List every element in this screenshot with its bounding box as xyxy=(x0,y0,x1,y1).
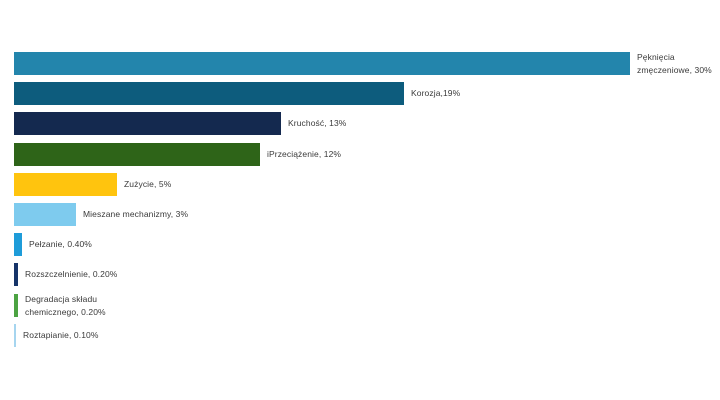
label-line: iPrzeciążenie, 12% xyxy=(267,149,342,160)
chart-bar-8 xyxy=(14,294,18,317)
label-line: chemicznego, 0.20% xyxy=(25,306,106,317)
chart-bar-2 xyxy=(14,112,281,135)
chart-bar-label-8: Degradacja składu chemicznego, 0.20% xyxy=(25,294,106,317)
label-line: Kruchość, 13% xyxy=(288,118,347,129)
label-line: Roztapianie, 0.10% xyxy=(23,330,99,341)
chart-bar-5 xyxy=(14,203,76,226)
chart-bar-4 xyxy=(14,173,117,196)
chart-bar-label-5: Mieszane mechanizmy, 3% xyxy=(83,203,188,226)
label-line: Degradacja składu xyxy=(25,294,98,304)
chart-bar-label-6: Pełzanie, 0.40% xyxy=(29,233,92,256)
chart-bar-label-4: Zużycie, 5% xyxy=(124,173,171,196)
chart-bar-0 xyxy=(14,52,630,75)
label-line: Pęknięcia xyxy=(637,52,675,62)
chart-bar-1 xyxy=(14,82,404,105)
chart-bar-9 xyxy=(14,324,16,347)
label-line: Korozja,19% xyxy=(411,88,461,99)
label-line: Rozszczelnienie, 0.20% xyxy=(25,269,118,280)
chart-bar-label-1: Korozja,19% xyxy=(411,82,460,105)
chart-bar-label-2: Kruchość, 13% xyxy=(288,112,346,135)
label-line: zmęczeniowe, 30% xyxy=(637,64,712,75)
chart-bar-6 xyxy=(14,233,22,256)
chart-bar-label-9: Roztapianie, 0.10% xyxy=(23,324,99,347)
chart-bar-3 xyxy=(14,143,260,166)
chart-bar-7 xyxy=(14,263,18,286)
label-line: Mieszane mechanizmy, 3% xyxy=(83,209,189,220)
chart-bar-label-3: iPrzeciążenie, 12% xyxy=(267,143,341,166)
label-line: Zużycie, 5% xyxy=(124,179,172,190)
chart-bar-label-7: Rozszczelnienie, 0.20% xyxy=(25,263,117,286)
label-line: Pełzanie, 0.40% xyxy=(29,239,92,250)
chart-bar-label-0: Pęknięcia zmęczeniowe, 30% xyxy=(637,52,712,75)
